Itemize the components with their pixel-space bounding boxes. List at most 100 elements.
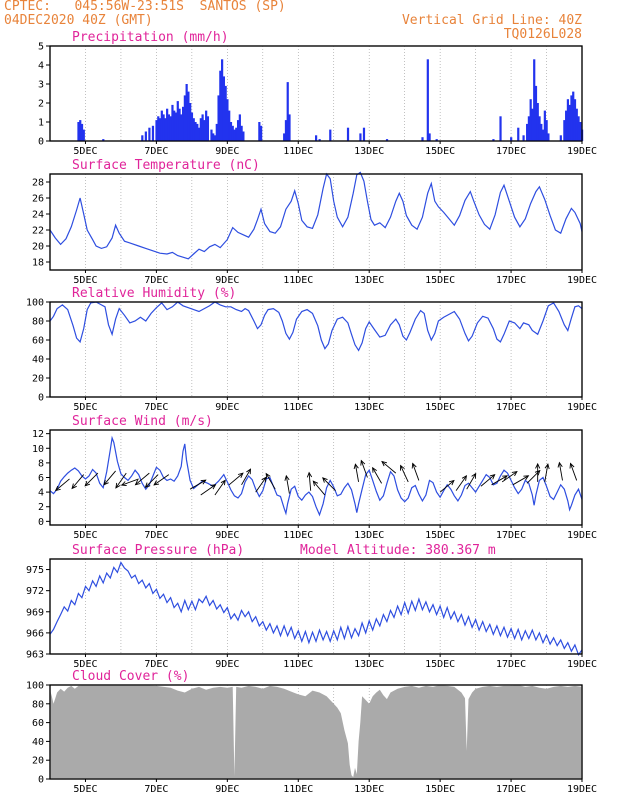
wind-vector [189,479,206,490]
precip-xtick-label: 11DEC [283,146,313,157]
precip-bar [166,108,169,141]
precip-bar [536,103,539,141]
wind-xtick-label: 13DEC [354,530,384,541]
precip-bar [527,116,530,141]
header-date-line: 04DEC2020 40Z (GMT) [4,13,153,28]
wind-title: Surface Wind (m/s) [72,414,213,429]
pressure-title: Surface Pressure (hPa) [72,543,244,558]
precip-ytick-label: 5 [38,42,44,53]
rh-xtick-label: 5DEC [73,402,97,413]
wind-vector-head [312,480,319,487]
precip-bar [258,122,261,141]
wind-vector-head [261,476,267,483]
precip-ytick-label: 2 [38,99,44,110]
precip-bar [288,114,291,141]
pressure-subtitle: Model Altitude: 380.367 m [300,543,496,558]
pressure-plot-border [49,558,583,655]
precip-bar [79,120,82,141]
pressure-ytick-label: 966 [26,628,44,639]
cloud-title: Cloud Cover (%) [72,669,189,684]
wind-vector-head [534,469,541,476]
wind-vector-head [411,462,417,469]
precip-bar [197,127,201,141]
precip-bar [575,108,578,141]
precip-bar [540,123,543,141]
wind-vector [466,473,477,490]
wind-vector [439,480,455,493]
precip-bar [82,129,85,141]
temp-ytick-label: 28 [32,178,44,189]
wind-vector [103,470,116,486]
precip-bar [242,131,245,141]
precip-bar [579,122,582,141]
wind-vector-head [84,480,91,487]
precip-bar [229,122,233,141]
wind-vector [71,474,85,489]
cloud-xtick-label: 5DEC [73,784,97,795]
precip-plot-frame [49,45,583,142]
precip-bar [538,116,541,141]
temp-xtick-label: 15DEC [425,275,455,286]
precip-bar [559,135,562,141]
temp-xtick-label: 11DEC [283,275,313,286]
wind-vector-head [306,471,313,478]
precip-bar [318,139,321,141]
precip-bar [192,118,195,141]
wind-vector-head [544,463,550,470]
wind-xtick-label: 19DEC [567,530,597,541]
precip-bar [167,114,171,141]
precip-bar [77,122,80,141]
precip-bar [194,122,197,141]
precip-bar [155,120,158,141]
precip-bar [568,104,571,141]
rh-plot-frame [49,301,583,398]
rh-ytick-label: 0 [38,393,44,404]
pressure-xtick-label: 11DEC [283,659,313,670]
precip-bar [529,99,532,141]
precip-bar [151,125,155,141]
wind-vector [115,472,127,489]
precip-bar [286,82,289,141]
wind-xtick-label: 7DEC [144,530,168,541]
precip-bar [144,131,147,141]
precip-bar [233,129,236,141]
precip-bar [492,139,495,141]
precip-ytick-label: 4 [38,61,44,72]
temp-series-line [49,171,583,260]
temp-plot-border [49,173,583,271]
rh-title: Relative Humidity (%) [72,286,236,301]
precip-bar [158,118,162,141]
wind-vector-head [265,472,271,479]
wind-vector-head [448,479,455,486]
precip-bar [189,103,192,141]
precip-bar [206,116,210,141]
rh-series-line [49,301,583,352]
wind-vector [354,464,360,482]
wind-xtick-label: 5DEC [73,530,97,541]
pressure-xtick-label: 5DEC [73,659,97,670]
wind-vector-head [511,471,518,477]
wind-vector-head [144,482,151,489]
wind-vector [322,477,336,491]
cloud-xtick-label: 17DEC [496,784,526,795]
temp-plot-frame [49,173,583,271]
precip-bar [566,99,570,141]
cloud-xtick-label: 7DEC [144,784,168,795]
pressure-series-line [49,561,583,656]
wind-vector [455,475,467,491]
pressure-ytick-label: 972 [26,586,44,597]
precip-bar [573,99,577,141]
wind-xtick-label: 9DEC [215,530,239,541]
cloud-ytick-label: 0 [38,775,44,786]
cloud-xtick-label: 15DEC [425,784,455,795]
wind-vector-head [284,474,290,481]
precip-bar [221,59,224,141]
precip-bar [80,123,84,141]
pressure-ytick-label: 969 [26,607,44,618]
precip-bar [171,104,174,141]
rh-xtick-label: 17DEC [496,402,526,413]
precip-bar [236,120,240,141]
wind-vector-head [153,480,160,486]
precip-xtick-label: 9DEC [215,146,239,157]
wind-vector [570,463,578,481]
